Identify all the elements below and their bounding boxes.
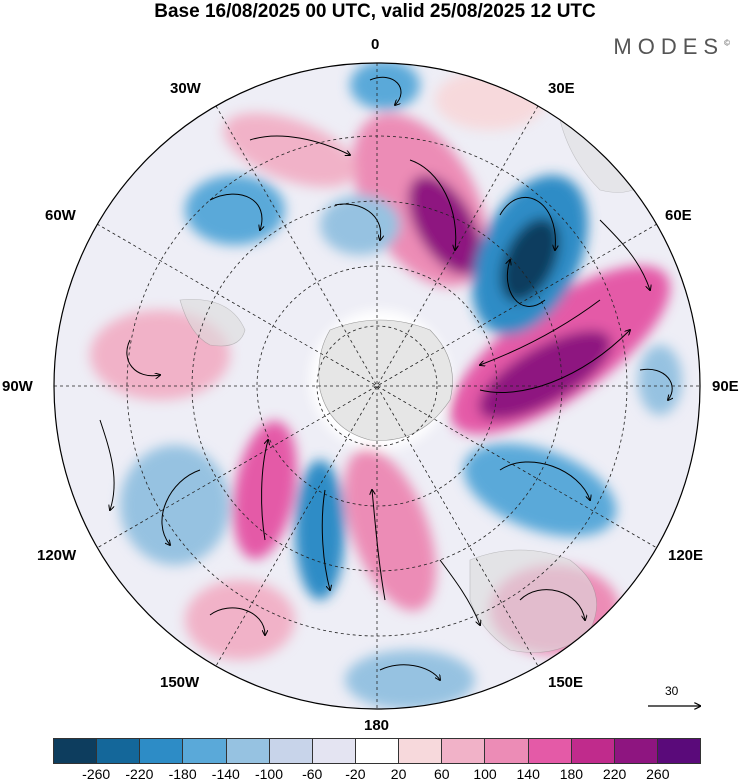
legend-ticks: -260 -220 -180 -140 -100 -60 -20 20 60 100 140 180 2…: [0, 766, 750, 782]
wind-vector: [379, 664, 440, 680]
legend-swatch: [442, 739, 486, 763]
positive-anomaly: [223, 113, 357, 187]
positive-anomaly: [408, 175, 482, 275]
legend-swatch: [399, 739, 443, 763]
legend-tick-label: 220: [602, 766, 627, 782]
wind-vectors: [99, 76, 672, 680]
legend-swatch: [657, 739, 701, 763]
lon-label-60w: 60W: [45, 207, 76, 224]
wind-vector: [372, 490, 386, 601]
negative-anomaly: [345, 650, 475, 709]
positive-anomaly: [185, 580, 295, 660]
legend-tick-label: -140: [211, 766, 240, 782]
negative-anomaly: [350, 63, 420, 110]
legend-swatch: [183, 739, 227, 763]
wind-vector: [161, 469, 201, 545]
lon-label-0: 0: [371, 36, 380, 53]
legend-tick-label: 100: [473, 766, 497, 782]
lon-label-90w: 90W: [2, 378, 33, 395]
wind-vector: [99, 419, 115, 510]
legend-tick-label: -100: [254, 766, 284, 782]
negative-anomaly: [638, 345, 682, 415]
brand-logo: MODES©: [613, 34, 730, 60]
legend-swatch: [312, 739, 356, 763]
legend-swatch: [355, 739, 400, 763]
legend-swatch: [226, 739, 270, 763]
wind-vector: [209, 607, 265, 635]
chart-title: Base 16/08/2025 00 UTC, valid 25/08/2025…: [154, 1, 596, 22]
lon-label-30w: 30W: [170, 80, 201, 97]
negative-anomaly: [500, 217, 560, 303]
legend-swatch: [485, 739, 529, 763]
lon-label-90e: 90E: [712, 378, 739, 395]
legend-tick-label: -220: [125, 766, 154, 782]
copyright-mark: ©: [724, 38, 730, 48]
lon-label-30e: 30E: [548, 80, 575, 97]
lon-label-120w: 120W: [37, 547, 77, 564]
lon-label-150w: 150W: [160, 674, 200, 691]
wind-vector: [499, 461, 590, 500]
legend-swatch: [54, 739, 98, 763]
legend-tick-label: 140: [516, 766, 540, 782]
legend-swatch: [528, 739, 572, 763]
lon-label-60e: 60E: [665, 207, 692, 224]
lon-label-150e: 150E: [548, 674, 584, 691]
negative-anomaly: [320, 195, 400, 255]
lon-label-180: 180: [364, 717, 390, 734]
wind-vector: [599, 219, 650, 290]
anomaly-field: [54, 63, 700, 709]
brand-text: MODES: [613, 34, 725, 59]
positive-anomaly: [478, 330, 612, 420]
legend-swatch: [140, 739, 184, 763]
wind-vector: [261, 440, 268, 541]
negative-anomaly: [120, 445, 230, 565]
color-legend: [53, 738, 701, 764]
wind-vector: [334, 203, 381, 240]
wind-vector: [209, 193, 262, 230]
legend-tick-label: 180: [559, 766, 584, 782]
wind-vector: [480, 299, 601, 365]
legend-swatch: [614, 739, 658, 763]
legend-swatch: [97, 739, 141, 763]
wind-vector: [126, 339, 160, 376]
legend-tick-label: -20: [345, 766, 366, 782]
wind-vector: [409, 159, 456, 250]
wind-vector: [507, 260, 546, 307]
map-boundary: [53, 62, 701, 710]
wind-vector: [499, 196, 555, 250]
positive-anomaly: [233, 420, 297, 560]
wind-vector: [519, 589, 585, 620]
wind-vector: [479, 330, 630, 393]
legend-swatch: [571, 739, 615, 763]
legend-tick-label: -260: [82, 766, 111, 782]
positive-anomaly: [435, 70, 545, 130]
wind-vector: [249, 135, 350, 155]
legend-tick-label: -60: [302, 766, 323, 782]
legend-tick-label: 20: [390, 766, 407, 782]
wind-vector: [321, 489, 330, 590]
negative-anomaly: [463, 443, 617, 537]
legend-tick-label: 260: [646, 766, 670, 782]
legend-tick-label: 60: [434, 766, 450, 782]
negative-anomaly: [295, 460, 345, 600]
legend-tick-label: -180: [168, 766, 197, 782]
graticule: [54, 63, 700, 709]
lon-label-120e: 120E: [668, 547, 704, 564]
wind-vector: [639, 368, 672, 400]
south-america-landmass: [179, 299, 246, 347]
reference-vector-label: 30: [665, 684, 679, 698]
wind-vector: [369, 76, 402, 105]
legend-swatch: [269, 739, 313, 763]
wind-vector: [439, 559, 480, 625]
